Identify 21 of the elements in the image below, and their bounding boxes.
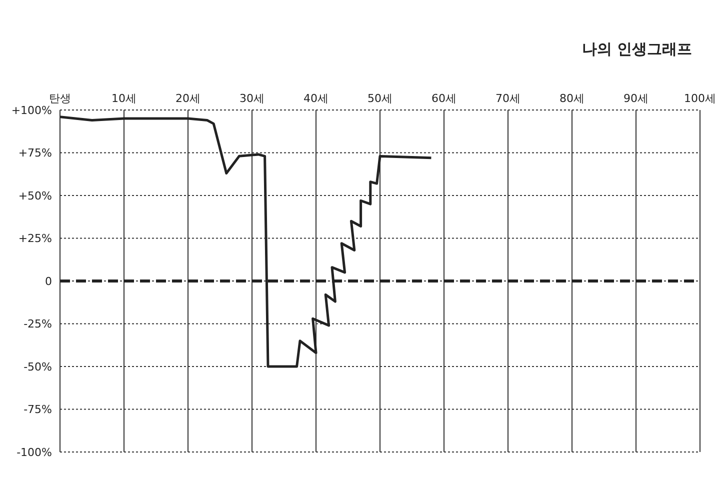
x-tick-label: 20세 xyxy=(176,92,200,105)
y-tick-label: +75% xyxy=(18,146,52,160)
y-tick-label: -75% xyxy=(24,403,52,416)
x-tick-label: 50세 xyxy=(368,92,392,105)
y-tick-label: -100% xyxy=(16,446,52,459)
x-tick-label: 90세 xyxy=(624,92,648,105)
y-tick-label: +25% xyxy=(18,232,52,246)
x-tick-label: 30세 xyxy=(240,92,264,105)
x-tick-label: 100세 xyxy=(684,92,716,105)
y-tick-label: -25% xyxy=(24,318,52,331)
x-tick-label: 70세 xyxy=(496,92,520,105)
y-tick-label: +50% xyxy=(18,189,52,202)
x-tick-label: 60세 xyxy=(432,92,456,105)
x-tick-label: 탄생 xyxy=(49,92,71,105)
y-tick-label: +100% xyxy=(11,104,52,117)
x-tick-label: 40세 xyxy=(304,92,328,105)
y-tick-label: -50% xyxy=(24,360,52,374)
chart-title: 나의 인생그래프 xyxy=(582,40,692,59)
y-tick-label: 0 xyxy=(45,274,52,288)
x-tick-label: 10세 xyxy=(112,92,136,105)
x-tick-label: 80세 xyxy=(560,92,584,105)
